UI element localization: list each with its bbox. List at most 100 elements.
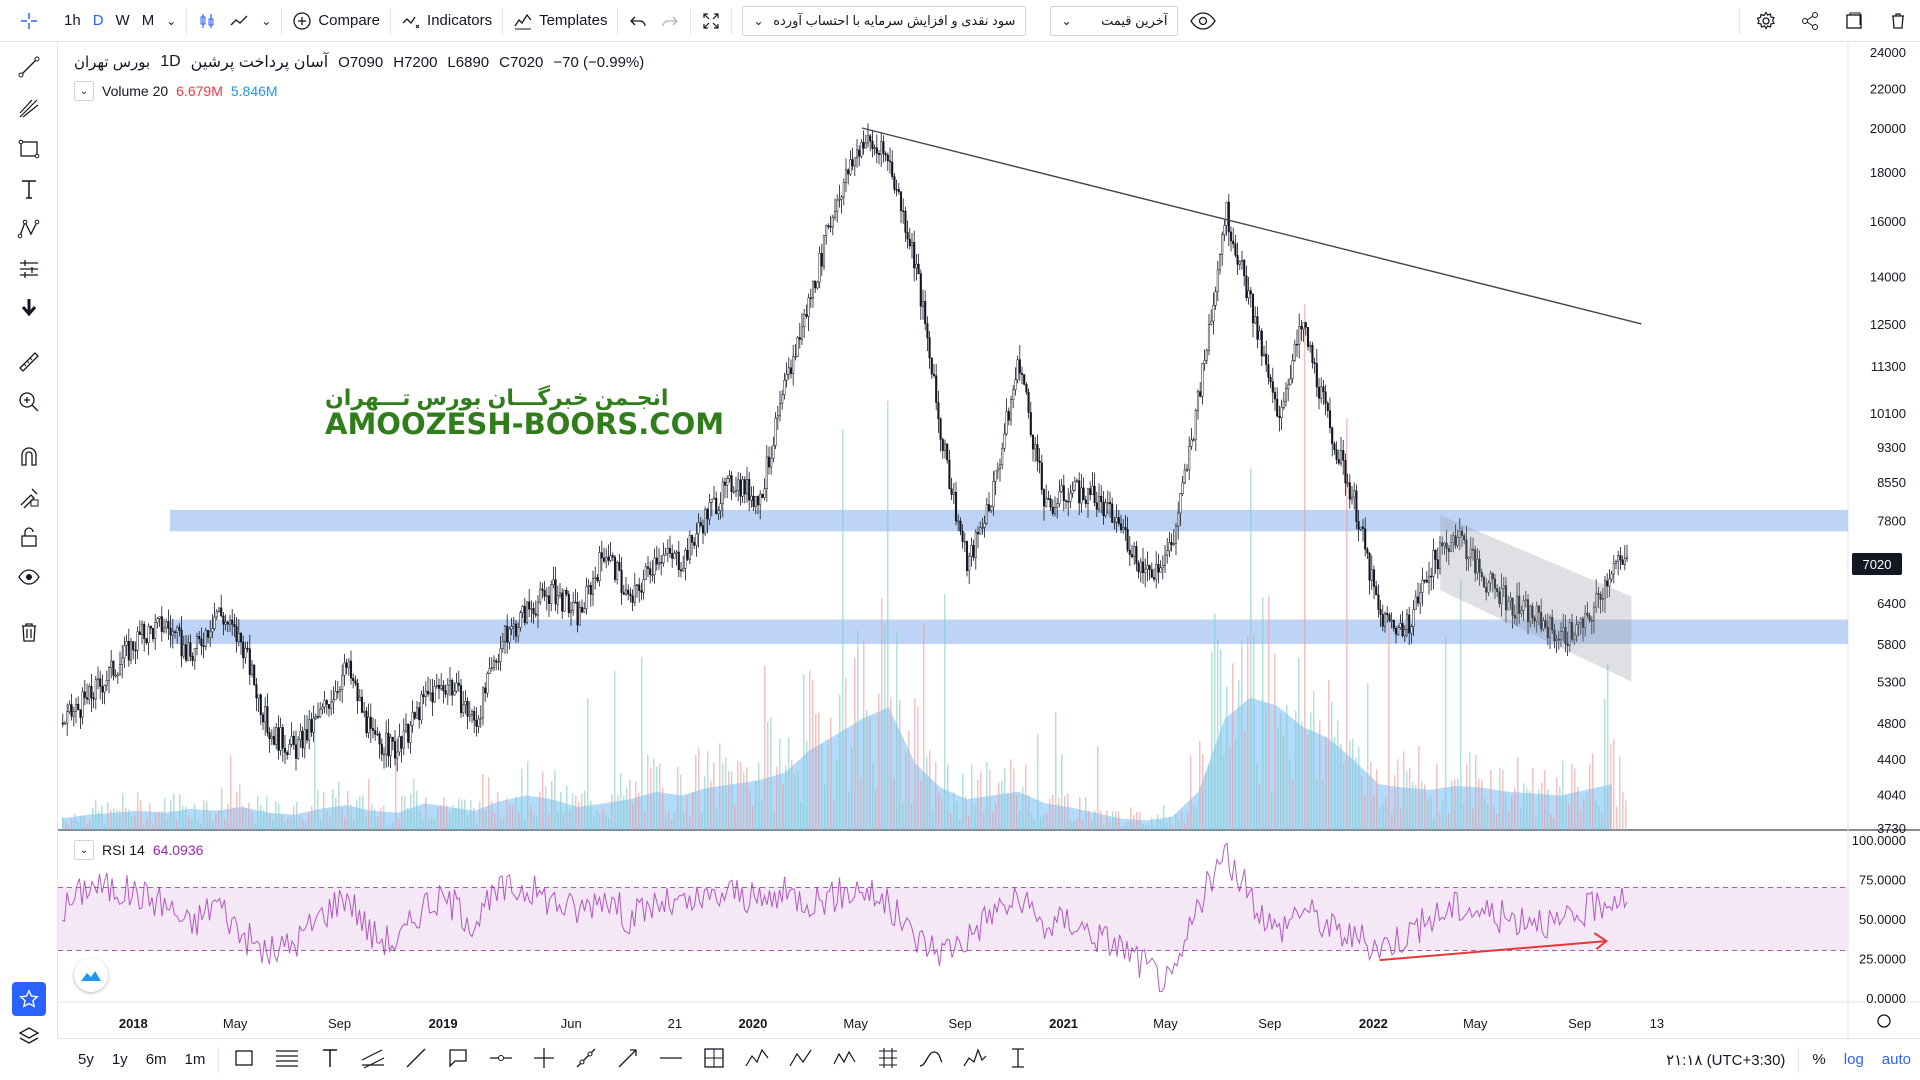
elliott-wave-icon[interactable] [735, 1046, 779, 1074]
candle-body [840, 196, 843, 200]
candle-body [213, 616, 216, 629]
candle-body [1047, 498, 1050, 500]
volume-bar [143, 824, 145, 830]
layers-icon[interactable] [14, 1022, 44, 1052]
interval-m[interactable]: M [141, 12, 155, 29]
pitchfork-tool-icon[interactable] [14, 94, 44, 124]
position-icon[interactable] [867, 1046, 909, 1074]
frame-icon[interactable] [693, 1046, 735, 1074]
settings-gear-icon[interactable] [1744, 0, 1788, 42]
favorites-star-icon[interactable] [12, 982, 46, 1016]
candle-body [1518, 595, 1521, 614]
range-1m[interactable]: 1m [184, 1051, 206, 1068]
trendline-tool-icon[interactable] [14, 52, 44, 82]
abc-pattern-icon[interactable] [779, 1046, 823, 1074]
price-tick-label: 5300 [1877, 675, 1906, 690]
candle-body [442, 685, 445, 692]
volume-bar [857, 630, 859, 830]
eye-icon[interactable] [14, 562, 44, 592]
price-source-dropdown[interactable]: آخرین قیمت ⌄ [1050, 5, 1179, 36]
undo-icon[interactable] [622, 0, 654, 42]
curve-icon[interactable] [909, 1046, 953, 1074]
candle-body [1447, 548, 1450, 552]
chevron-down-icon: ⌄ [753, 13, 764, 28]
unlock-icon[interactable] [14, 522, 44, 552]
interval-1h[interactable]: 1h [64, 12, 81, 29]
interval-d[interactable]: D [92, 12, 104, 29]
log-scale-toggle[interactable]: log [1843, 1051, 1864, 1068]
line-chart-icon[interactable] [223, 0, 255, 42]
pattern-tool-icon[interactable] [14, 214, 44, 244]
volume-bar [77, 821, 79, 830]
candle-body [864, 142, 867, 149]
fib-retracement-icon[interactable] [265, 1046, 309, 1074]
compare-button[interactable]: Compare [286, 0, 386, 42]
zoom-in-icon[interactable] [14, 387, 44, 417]
rsi-label[interactable]: RSI 14 [102, 842, 145, 858]
clock-readout[interactable]: ۲۱:۱۸ (UTC+3:30) [1666, 1051, 1786, 1069]
volume-bar [1457, 778, 1459, 830]
range-5y[interactable]: 5y [78, 1051, 94, 1068]
volume-bar [701, 812, 703, 830]
callout-icon[interactable] [437, 1046, 479, 1074]
legend-symbol[interactable]: آسان پرداخت پرشین [190, 54, 329, 71]
fullscreen-icon[interactable] [695, 0, 727, 42]
indicators-button[interactable]: Indicators [395, 0, 498, 42]
date-range-icon[interactable] [997, 1046, 1039, 1074]
strategy-dropdown[interactable]: سود نقدی و افزایش سرمایه با احتساب آورده… [742, 5, 1027, 36]
rectangle-icon[interactable] [223, 1046, 265, 1074]
rsi-collapse-chevron-icon[interactable]: ⌄ [74, 840, 94, 860]
templates-button[interactable]: Templates [507, 0, 613, 42]
parallel-channel-icon[interactable] [351, 1046, 395, 1074]
crosshair-icon[interactable] [0, 0, 58, 42]
auto-scale-toggle[interactable]: auto [1881, 1051, 1911, 1068]
lock-drawing-icon[interactable] [14, 482, 44, 512]
extended-line-icon[interactable] [565, 1046, 607, 1074]
prediction-tool-icon[interactable] [14, 254, 44, 284]
visibility-eye-icon[interactable] [1184, 0, 1222, 42]
volume-label[interactable]: Volume 20 [102, 83, 169, 99]
volume-bar [872, 764, 874, 830]
chart-type-chevron-icon[interactable]: ⌄ [261, 13, 272, 28]
arrow-down-icon[interactable] [14, 292, 44, 322]
interval-dropdown-chevron-icon[interactable]: ⌄ [166, 13, 177, 28]
trash-icon[interactable] [1876, 0, 1920, 42]
volume-bar [1511, 796, 1513, 830]
head-shoulders-icon[interactable] [953, 1046, 997, 1074]
remove-drawings-icon[interactable] [14, 617, 44, 647]
volume-collapse-chevron-icon[interactable]: ⌄ [74, 81, 94, 101]
range-6m[interactable]: 6m [145, 1051, 167, 1068]
magnet-icon[interactable] [14, 442, 44, 472]
candle-body [1122, 527, 1125, 530]
range-1y[interactable]: 1y [111, 1051, 128, 1068]
text-icon[interactable] [309, 1046, 351, 1074]
volume-bar [524, 818, 526, 830]
abcde-pattern-icon[interactable] [823, 1046, 867, 1074]
arrow-line-icon[interactable] [607, 1046, 649, 1074]
redo-icon[interactable] [654, 0, 686, 42]
candle-body [1093, 485, 1096, 503]
text-tool-icon[interactable] [14, 174, 44, 204]
horizontal-ray-icon[interactable] [479, 1046, 523, 1074]
candle-body [404, 723, 408, 732]
tradingview-logo-icon[interactable] [74, 958, 108, 992]
interval-w[interactable]: W [115, 12, 130, 29]
rectangle-tool-icon[interactable] [14, 134, 44, 164]
candle-body [1467, 556, 1470, 560]
horizontal-line-icon[interactable] [649, 1046, 693, 1074]
volume-bar [1559, 786, 1561, 830]
share-icon[interactable] [1788, 0, 1832, 42]
cross-line-icon[interactable] [523, 1046, 565, 1074]
snapshot-icon[interactable] [1832, 0, 1876, 42]
candle-body [503, 625, 507, 642]
percent-scale-toggle[interactable]: % [1812, 1051, 1826, 1068]
ruler-tool-icon[interactable] [14, 347, 44, 377]
volume-bar [548, 814, 550, 830]
trendline-icon[interactable] [395, 1046, 437, 1074]
candle-body [706, 509, 709, 520]
price-source-label: آخرین قیمت [1101, 12, 1168, 28]
axis-settings-gear-icon[interactable] [1877, 1014, 1891, 1028]
volume-bar [1199, 741, 1201, 830]
candles-icon[interactable] [191, 0, 223, 42]
